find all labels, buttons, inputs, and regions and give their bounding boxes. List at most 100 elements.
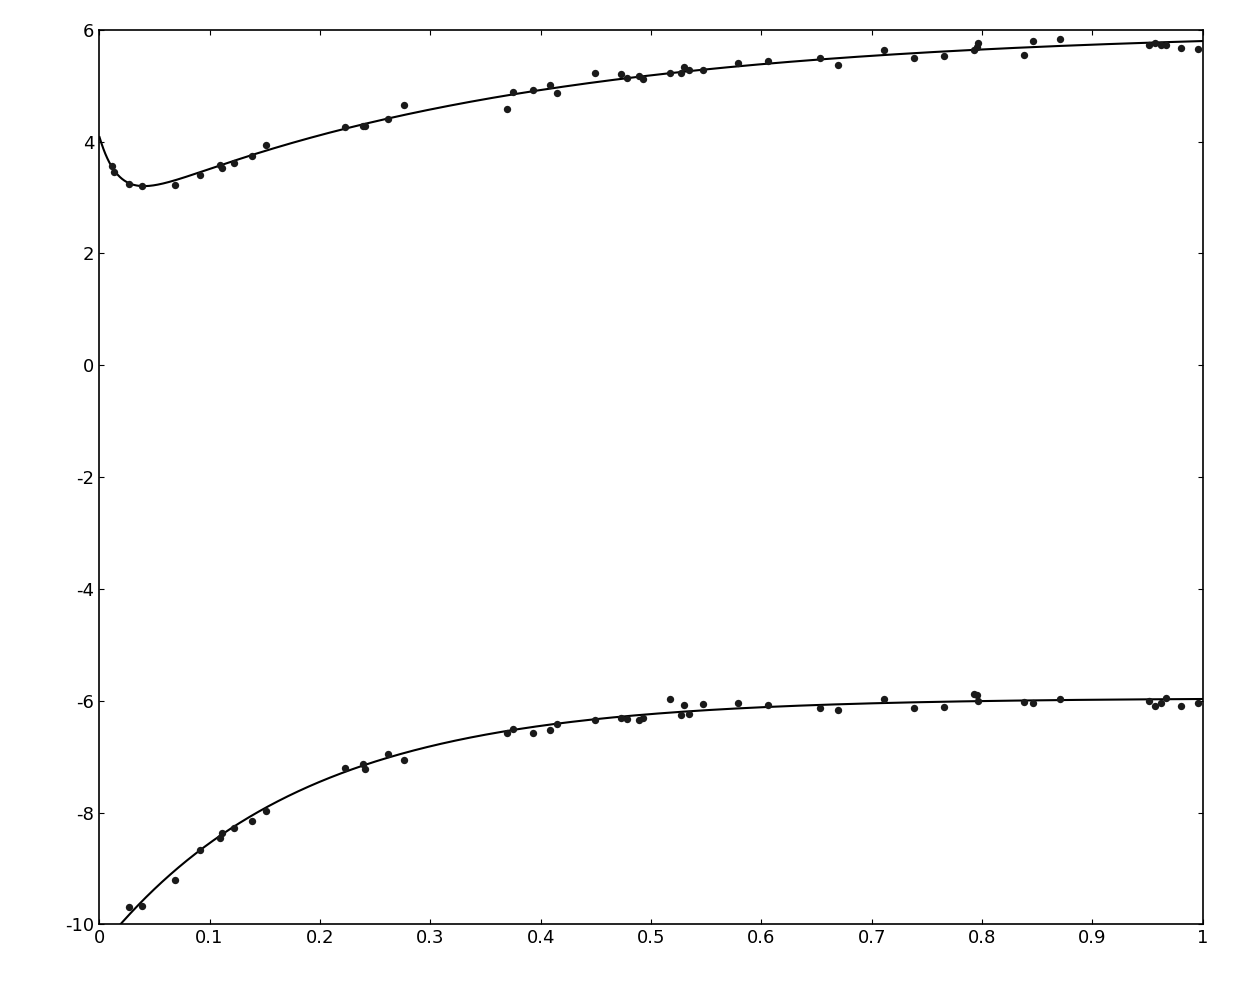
Point <box>616 711 636 727</box>
Point <box>335 760 355 776</box>
Point <box>394 97 414 113</box>
Point <box>210 157 229 173</box>
Point <box>335 119 355 135</box>
Point <box>874 43 894 59</box>
Point <box>967 687 987 703</box>
Point <box>497 726 517 742</box>
Point <box>547 84 567 100</box>
Point <box>758 54 777 70</box>
Point <box>102 927 122 943</box>
Point <box>660 691 680 707</box>
Point <box>255 137 275 153</box>
Point <box>119 899 139 914</box>
Point <box>680 706 699 722</box>
Point <box>673 60 693 76</box>
Point <box>523 726 543 742</box>
Point <box>353 756 373 772</box>
Point <box>355 118 374 134</box>
Point <box>965 687 985 703</box>
Point <box>119 176 139 192</box>
Point <box>1050 31 1070 47</box>
Point <box>503 84 523 100</box>
Point <box>810 51 830 67</box>
Point <box>190 842 210 858</box>
Point <box>1050 691 1070 707</box>
Point <box>1157 37 1177 53</box>
Point <box>629 712 649 728</box>
Point <box>503 722 523 738</box>
Point <box>133 898 153 913</box>
Point <box>539 77 559 92</box>
Point <box>660 65 680 81</box>
Point <box>693 697 713 713</box>
Point <box>104 922 124 938</box>
Point <box>523 83 543 98</box>
Point <box>1188 696 1208 712</box>
Point <box>758 697 777 713</box>
Point <box>693 62 713 78</box>
Point <box>1023 33 1043 49</box>
Point <box>1172 698 1192 714</box>
Point <box>1023 696 1043 712</box>
Point <box>828 57 848 73</box>
Point <box>611 710 631 726</box>
Point <box>378 746 398 761</box>
Point <box>616 71 636 86</box>
Point <box>1014 47 1034 63</box>
Point <box>355 761 374 777</box>
Point <box>965 43 985 59</box>
Point <box>1151 37 1171 53</box>
Point <box>672 707 692 723</box>
Point <box>1138 37 1158 53</box>
Point <box>224 155 244 171</box>
Point <box>967 40 987 56</box>
Point <box>934 48 954 64</box>
Point <box>242 147 262 163</box>
Point <box>672 65 692 81</box>
Point <box>255 803 275 819</box>
Point <box>224 820 244 836</box>
Point <box>1188 41 1208 57</box>
Point <box>190 167 210 183</box>
Point <box>165 872 185 888</box>
Point <box>210 830 229 846</box>
Point <box>874 691 894 707</box>
Point <box>680 62 699 78</box>
Point <box>634 711 653 727</box>
Point <box>102 158 122 174</box>
Point <box>634 72 653 87</box>
Point <box>547 716 567 732</box>
Point <box>133 178 153 194</box>
Point <box>104 164 124 180</box>
Point <box>242 813 262 829</box>
Point <box>353 118 373 134</box>
Point <box>673 697 693 713</box>
Point <box>1145 698 1164 714</box>
Point <box>967 36 987 52</box>
Point <box>1014 694 1034 710</box>
Point <box>828 703 848 719</box>
Point <box>378 111 398 127</box>
Point <box>728 56 748 72</box>
Point <box>934 700 954 716</box>
Point <box>904 700 924 716</box>
Point <box>611 67 631 83</box>
Point <box>584 65 604 81</box>
Point <box>165 177 185 193</box>
Point <box>584 712 604 728</box>
Point <box>1145 36 1164 52</box>
Point <box>629 68 649 83</box>
Point <box>967 693 987 709</box>
Point <box>212 160 232 176</box>
Point <box>1151 695 1171 711</box>
Point <box>394 751 414 767</box>
Point <box>1138 694 1158 710</box>
Point <box>497 101 517 117</box>
Point <box>810 700 830 716</box>
Point <box>728 695 748 711</box>
Point <box>904 51 924 67</box>
Point <box>1172 40 1192 56</box>
Point <box>1157 690 1177 706</box>
Point <box>539 722 559 738</box>
Point <box>212 825 232 841</box>
